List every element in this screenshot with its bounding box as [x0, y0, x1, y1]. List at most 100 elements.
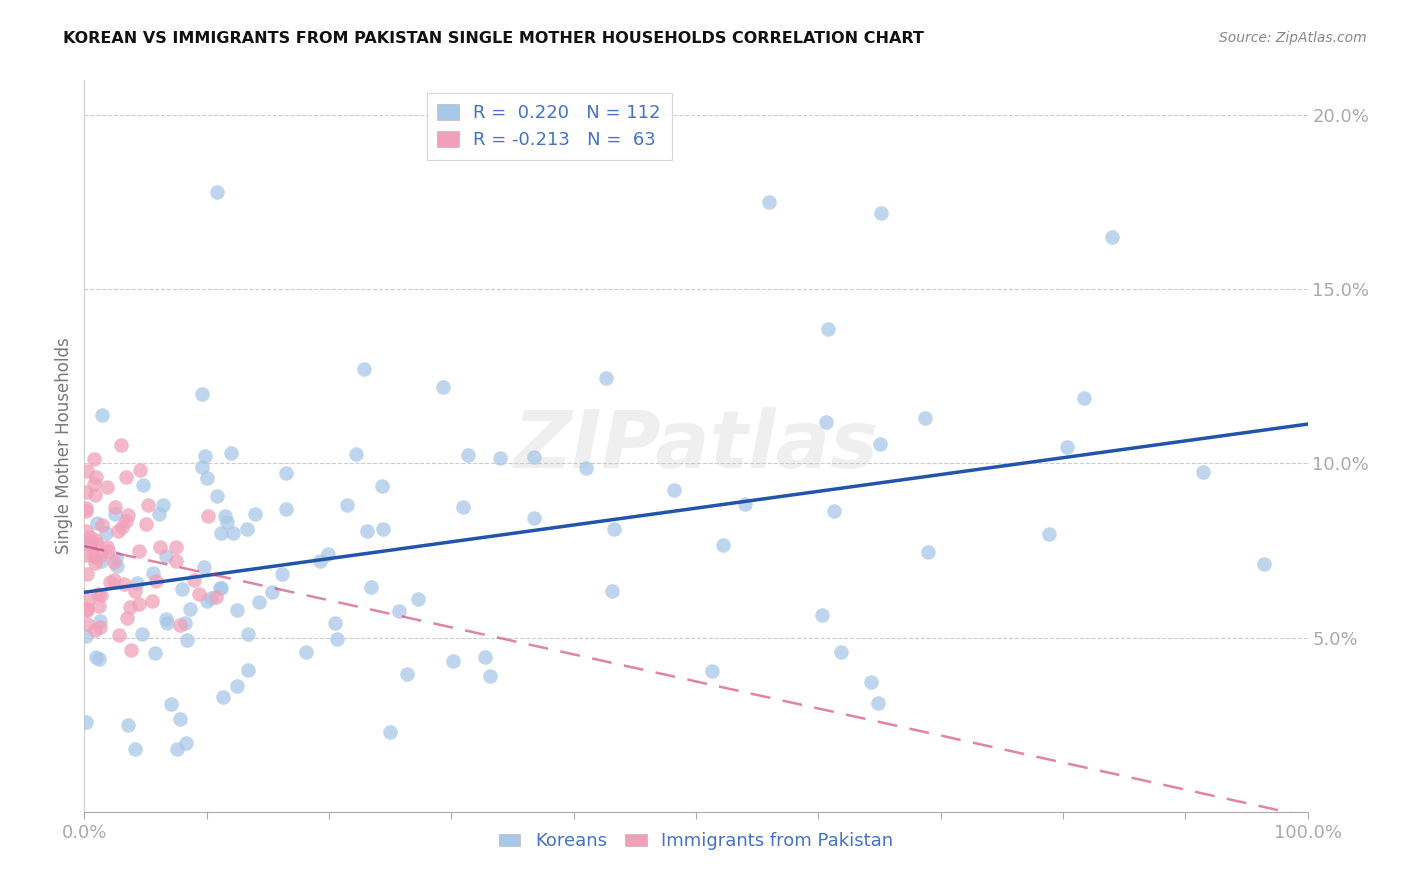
- Point: [353, 362, 375, 376]
- Point: [191, 387, 214, 401]
- Point: [75, 524, 97, 538]
- Point: [222, 526, 245, 541]
- Point: [243, 507, 266, 521]
- Point: [208, 582, 231, 596]
- Point: [226, 679, 249, 693]
- Point: [90, 408, 112, 422]
- Point: [474, 650, 496, 665]
- Point: [148, 507, 170, 521]
- Point: [82, 548, 104, 562]
- Point: [84, 556, 107, 570]
- Point: [523, 511, 546, 525]
- Point: [478, 669, 501, 683]
- Point: [86, 537, 108, 551]
- Point: [602, 522, 624, 536]
- Point: [89, 614, 111, 628]
- Point: [105, 559, 128, 574]
- Point: [869, 437, 891, 451]
- Point: [236, 522, 259, 536]
- Point: [195, 594, 218, 608]
- Point: [107, 524, 129, 538]
- Point: [371, 522, 394, 536]
- Point: [602, 583, 624, 598]
- Point: [811, 608, 834, 623]
- Point: [96, 480, 118, 494]
- Point: [152, 498, 174, 512]
- Point: [159, 697, 181, 711]
- Point: [249, 594, 271, 608]
- Point: [79, 535, 101, 549]
- Point: [323, 616, 346, 631]
- Point: [326, 632, 349, 646]
- Point: [195, 470, 218, 484]
- Point: [830, 645, 852, 659]
- Point: [823, 504, 845, 518]
- Point: [859, 675, 882, 690]
- Point: [76, 603, 98, 617]
- Point: [131, 627, 153, 641]
- Point: [734, 497, 756, 511]
- Point: [76, 616, 98, 631]
- Point: [87, 599, 110, 613]
- Point: [97, 543, 120, 558]
- Point: [89, 620, 111, 634]
- Point: [108, 627, 131, 641]
- Point: [817, 322, 839, 336]
- Point: [77, 593, 100, 607]
- Point: [316, 547, 339, 561]
- Point: [274, 501, 297, 516]
- Point: [120, 643, 142, 657]
- Point: [176, 633, 198, 648]
- Point: [115, 470, 138, 484]
- Point: [117, 718, 139, 732]
- Point: [662, 483, 685, 497]
- Point: [917, 545, 939, 559]
- Point: [214, 509, 236, 524]
- Point: [84, 470, 107, 484]
- Point: [388, 604, 411, 618]
- Point: [271, 567, 294, 582]
- Point: [174, 736, 197, 750]
- Point: [170, 582, 193, 596]
- Point: [166, 742, 188, 756]
- Point: [236, 664, 259, 678]
- Point: [75, 501, 97, 516]
- Point: [336, 498, 359, 512]
- Point: [90, 588, 112, 602]
- Point: [190, 460, 212, 475]
- Point: [406, 591, 429, 606]
- Point: [165, 554, 187, 568]
- Point: [83, 477, 105, 491]
- Point: [86, 516, 108, 530]
- Point: [128, 597, 150, 611]
- Point: [870, 205, 893, 219]
- Point: [110, 438, 132, 452]
- Point: [117, 508, 139, 522]
- Point: [83, 549, 105, 564]
- Point: [711, 538, 734, 552]
- Point: [104, 500, 127, 514]
- Point: [457, 448, 479, 462]
- Point: [700, 664, 723, 678]
- Point: [1253, 558, 1275, 572]
- Point: [276, 467, 298, 481]
- Point: [104, 508, 127, 522]
- Point: [76, 567, 98, 582]
- Point: [83, 623, 105, 637]
- Point: [75, 503, 97, 517]
- Point: [866, 696, 889, 710]
- Point: [75, 485, 97, 500]
- Point: [209, 582, 232, 596]
- Point: [75, 548, 97, 562]
- Point: [76, 602, 98, 616]
- Point: [127, 576, 149, 591]
- Point: [200, 591, 222, 605]
- Point: [136, 498, 159, 512]
- Point: [193, 560, 215, 574]
- Point: [75, 629, 97, 643]
- Point: [103, 573, 125, 587]
- Point: [595, 371, 617, 385]
- Point: [155, 549, 177, 563]
- Point: [169, 712, 191, 726]
- Point: [100, 575, 122, 590]
